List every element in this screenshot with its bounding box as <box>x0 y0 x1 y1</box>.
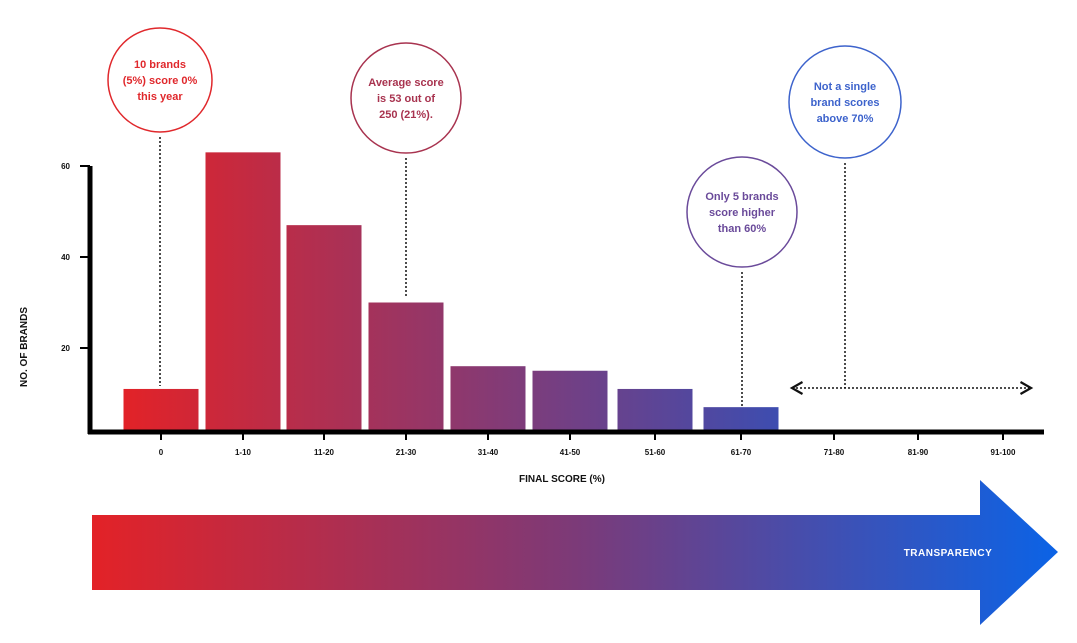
annotation-text: is 53 out of <box>377 93 435 105</box>
x-axis-label: FINAL SCORE (%) <box>519 474 605 485</box>
annotation-text: (5%) score 0% <box>123 75 198 87</box>
y-tick-label: 40 <box>61 253 70 262</box>
transparency-arrow <box>92 480 1058 625</box>
annotation-text: Only 5 brands <box>705 191 778 203</box>
annotation-circle <box>107 27 213 133</box>
annotation-text: 10 brands <box>134 59 186 71</box>
annotation-text: 250 (21%). <box>379 109 433 121</box>
y-tick-label: 20 <box>61 344 70 353</box>
annotation-text: than 60% <box>718 223 767 235</box>
x-tick-label: 81-90 <box>908 448 929 457</box>
annotation-text: Average score <box>368 77 443 89</box>
y-tick-label: 60 <box>61 162 70 171</box>
x-tick-label: 31-40 <box>478 448 499 457</box>
bar-21-30 <box>368 302 444 430</box>
x-tick-label: 71-80 <box>824 448 845 457</box>
bar-31-40 <box>450 366 526 430</box>
bar-41-50 <box>532 370 608 430</box>
annotation-text: brand scores <box>810 97 879 109</box>
annotation-text: score higher <box>709 207 776 219</box>
x-tick-label: 41-50 <box>560 448 581 457</box>
annotation-text: Not a single <box>814 81 876 93</box>
transparency-label: TRANSPARENCY <box>904 548 993 559</box>
x-tick-label: 91-100 <box>991 448 1016 457</box>
x-tick-label: 0 <box>159 448 164 457</box>
annotation-circle <box>350 42 462 154</box>
annotation-circle <box>686 156 798 268</box>
annotation-circle <box>788 45 902 159</box>
bar-1-10 <box>205 152 281 430</box>
annotation-text: above 70% <box>817 113 874 125</box>
bar-51-60 <box>617 388 693 430</box>
bar-11-20 <box>286 225 362 430</box>
y-axis-label: NO. OF BRANDS <box>19 307 30 387</box>
x-tick-label: 1-10 <box>235 448 252 457</box>
x-tick-label: 51-60 <box>645 448 666 457</box>
x-tick-label: 11-20 <box>314 448 335 457</box>
bar-61-70 <box>703 407 779 430</box>
annotation-text: this year <box>137 91 183 103</box>
x-tick-label: 61-70 <box>731 448 752 457</box>
bar-0 <box>123 388 199 430</box>
x-tick-label: 21-30 <box>396 448 417 457</box>
